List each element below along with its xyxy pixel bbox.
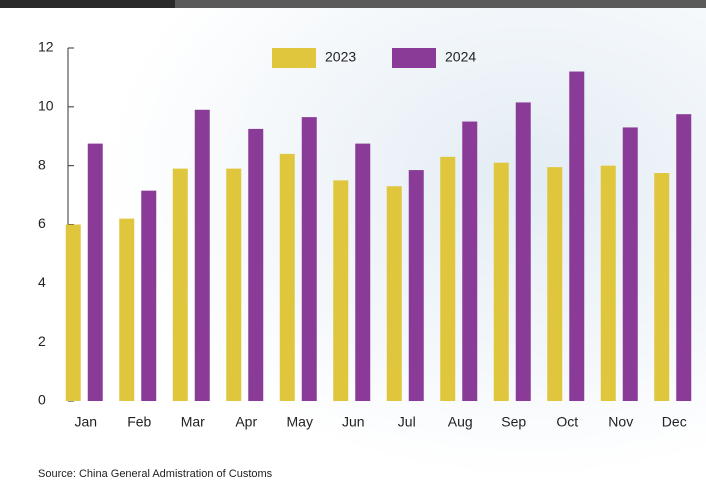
bar [494,163,509,401]
bar [141,191,156,401]
y-tick-label: 2 [38,333,46,349]
bar [409,170,424,401]
bar [66,225,81,402]
y-tick-label: 10 [38,98,54,114]
x-tick-label: Apr [235,414,257,430]
bar [88,144,103,401]
x-tick-label: Jan [74,414,97,430]
bar [173,169,188,401]
x-tick-label: Nov [608,414,633,430]
bar [516,102,531,401]
legend-label: 2023 [325,49,356,65]
bar [226,169,241,401]
bar [302,117,317,401]
y-tick-label: 12 [38,39,54,55]
x-tick-label: Jul [398,414,416,430]
bar [547,167,562,401]
bar [462,122,477,401]
x-tick-label: Sep [501,414,526,430]
x-tick-label: Aug [448,414,473,430]
x-tick-label: Jun [342,414,365,430]
bar [248,129,263,401]
bar [601,166,616,401]
x-tick-label: Oct [556,414,578,430]
bar [280,154,295,401]
bar [440,157,455,401]
y-tick-label: 6 [38,215,46,231]
bar [676,114,691,401]
legend-swatch [272,48,316,68]
chart: Source: China General Admistration of Cu… [0,0,706,503]
y-tick-label: 0 [38,392,46,408]
x-tick-label: Mar [181,414,205,430]
bar [654,173,669,401]
bar [119,219,134,401]
legend-swatch [392,48,436,68]
bar [195,110,210,401]
bar [355,144,370,401]
bar [333,180,348,401]
bar [623,127,638,401]
y-tick-label: 8 [38,156,46,172]
legend-label: 2024 [445,49,476,65]
y-tick-label: 4 [38,274,46,290]
x-tick-label: Dec [662,414,687,430]
page: Source: China General Admistration of Cu… [0,0,706,503]
source-note: Source: China General Admistration of Cu… [38,468,273,480]
x-tick-label: Feb [127,414,151,430]
bar [387,186,402,401]
x-tick-label: May [287,414,313,430]
top-tab [0,0,175,8]
bar [569,72,584,401]
